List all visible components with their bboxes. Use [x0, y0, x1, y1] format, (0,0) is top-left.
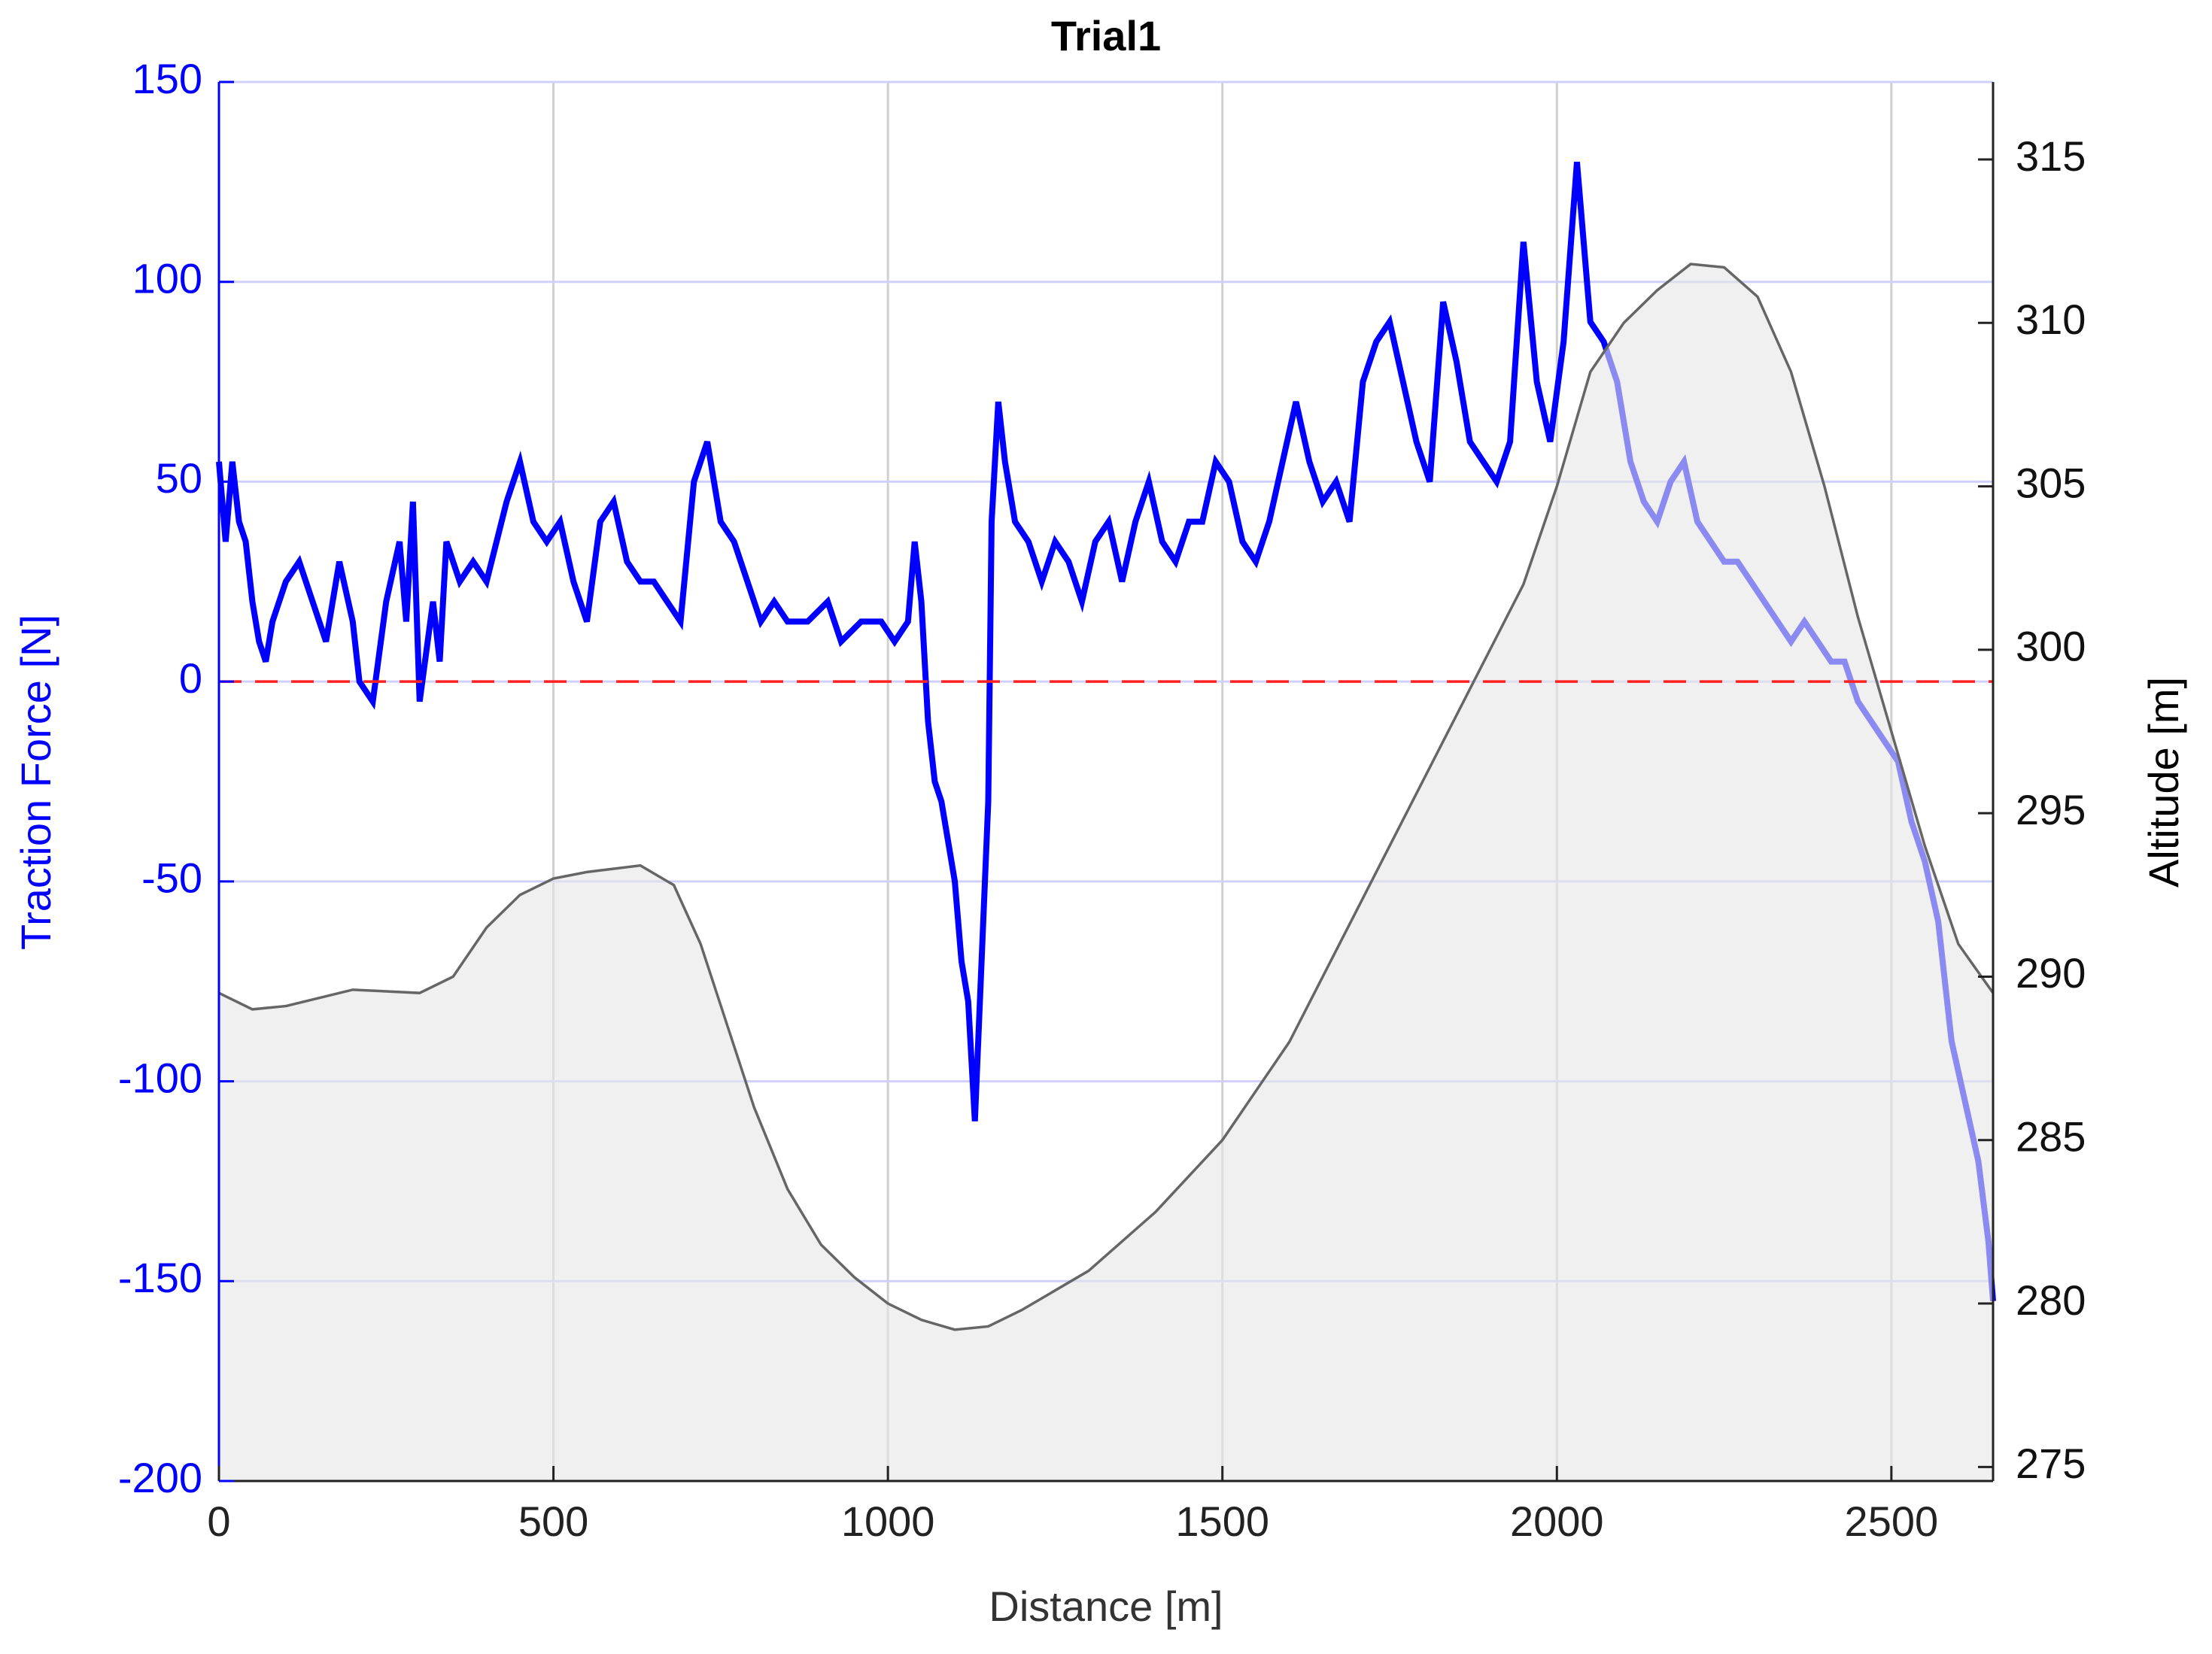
altitude-line [218, 263, 1995, 1331]
y2-axis-label: Altitude [m] [2140, 677, 2187, 888]
y2-tick-label: 300 [2016, 623, 2086, 670]
x-tick-label: 1000 [841, 1498, 935, 1545]
chart-title: Trial1 [1051, 12, 1161, 59]
y-axis-label: Traction Force [N] [12, 615, 59, 950]
y-tick-label: -200 [118, 1454, 202, 1501]
y-tick-label: 100 [132, 255, 202, 302]
y2-tick-label: 275 [2016, 1440, 2086, 1487]
x-tick-label: 1500 [1175, 1498, 1269, 1545]
y2-tick-label: 305 [2016, 459, 2086, 506]
x-tick-label: 500 [518, 1498, 588, 1545]
y2-tick-label: 280 [2016, 1276, 2086, 1324]
y-tick-label: 150 [132, 55, 202, 102]
y2-tick-label: 285 [2016, 1113, 2086, 1161]
y-tick-label: 50 [156, 454, 202, 502]
y2-tick-label: 295 [2016, 786, 2086, 833]
x-tick-label: 0 [207, 1498, 230, 1545]
y-tick-label: -100 [118, 1054, 202, 1101]
x-tick-label: 2500 [1845, 1498, 1939, 1545]
y2-tick-label: 310 [2016, 296, 2086, 343]
y2-tick-label: 290 [2016, 949, 2086, 997]
y-tick-label: -50 [141, 854, 202, 902]
y-tick-label: -150 [118, 1254, 202, 1301]
x-tick-label: 2000 [1510, 1498, 1604, 1545]
y2-tick-label: 315 [2016, 132, 2086, 180]
x-axis-label: Distance [m] [989, 1583, 1223, 1630]
y-tick-label: 0 [179, 654, 202, 702]
altitude-area [219, 264, 1993, 1481]
